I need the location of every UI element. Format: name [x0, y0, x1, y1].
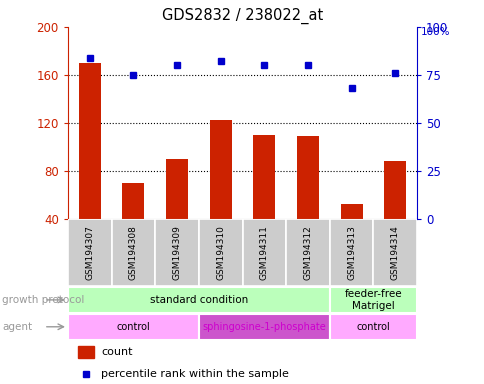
- Bar: [242, 219, 286, 286]
- Text: GSM194307: GSM194307: [85, 225, 94, 280]
- Bar: [68, 219, 111, 286]
- Bar: [296, 136, 318, 219]
- Bar: [122, 183, 144, 219]
- Text: GSM194310: GSM194310: [216, 225, 225, 280]
- Bar: [329, 314, 416, 340]
- Text: 100%: 100%: [421, 27, 450, 37]
- Bar: [373, 219, 416, 286]
- Text: GSM194308: GSM194308: [129, 225, 137, 280]
- Bar: [68, 287, 329, 313]
- Bar: [383, 161, 405, 219]
- Text: percentile rank within the sample: percentile rank within the sample: [101, 369, 288, 379]
- Text: count: count: [101, 347, 132, 357]
- Text: standard condition: standard condition: [150, 295, 247, 305]
- Bar: [78, 63, 101, 219]
- Bar: [166, 159, 188, 219]
- Bar: [286, 219, 329, 286]
- Bar: [155, 219, 198, 286]
- Text: sphingosine-1-phosphate: sphingosine-1-phosphate: [202, 322, 326, 332]
- Bar: [209, 121, 231, 219]
- Bar: [253, 135, 275, 219]
- Bar: [340, 204, 362, 219]
- Text: GSM194312: GSM194312: [303, 225, 312, 280]
- Bar: [68, 314, 198, 340]
- Text: GSM194309: GSM194309: [172, 225, 181, 280]
- Text: GSM194313: GSM194313: [347, 225, 355, 280]
- Text: GSM194311: GSM194311: [259, 225, 268, 280]
- Text: agent: agent: [2, 322, 32, 332]
- Text: feeder-free
Matrigel: feeder-free Matrigel: [344, 289, 401, 311]
- Text: control: control: [356, 322, 390, 332]
- Text: GSM194314: GSM194314: [390, 225, 399, 280]
- Bar: [198, 314, 329, 340]
- Text: growth protocol: growth protocol: [2, 295, 85, 305]
- Bar: [329, 219, 373, 286]
- Bar: [198, 219, 242, 286]
- Bar: [329, 287, 416, 313]
- Bar: [78, 346, 94, 358]
- Text: control: control: [116, 322, 150, 332]
- Title: GDS2832 / 238022_at: GDS2832 / 238022_at: [162, 8, 322, 24]
- Bar: [111, 219, 155, 286]
